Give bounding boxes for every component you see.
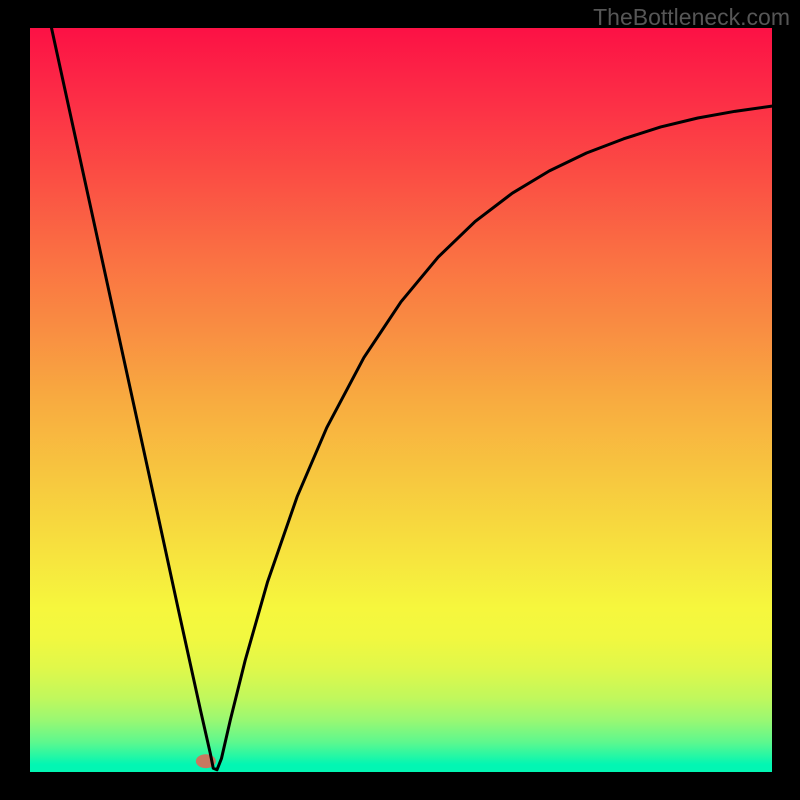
curve-layer xyxy=(30,28,772,772)
chart-container: TheBottleneck.com xyxy=(0,0,800,800)
watermark-text: TheBottleneck.com xyxy=(593,4,790,31)
plot-area xyxy=(30,28,772,772)
bottleneck-curve xyxy=(52,28,772,770)
